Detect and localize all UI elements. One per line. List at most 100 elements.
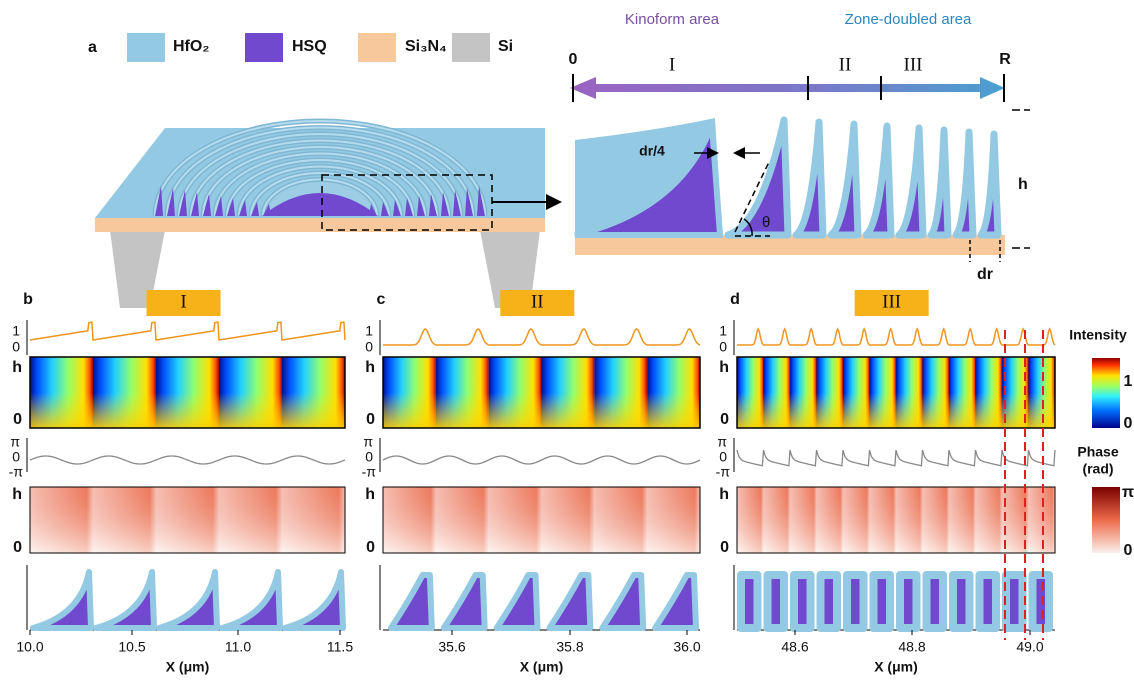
zone xyxy=(981,134,998,235)
intensity-curve xyxy=(383,329,700,345)
x-tick-label: 48.6 xyxy=(781,639,808,655)
x-tick-label: 11.5 xyxy=(327,639,353,655)
axis-tick: 1 xyxy=(12,323,20,339)
legend-text: HfO₂ xyxy=(173,38,209,55)
zone xyxy=(831,124,858,235)
profile xyxy=(159,572,217,628)
profile xyxy=(768,575,785,628)
colorbar-tick: 1 xyxy=(1124,373,1133,390)
zone-schematic xyxy=(575,118,1005,255)
x-axis-label: X (μm) xyxy=(520,659,564,675)
radius-arrow xyxy=(570,74,1005,102)
profile xyxy=(794,575,811,628)
profile xyxy=(391,575,432,628)
axis-tick: 0 xyxy=(720,539,729,556)
profile xyxy=(847,575,864,628)
legend-swatch xyxy=(452,33,490,62)
x-tick-label: 36.0 xyxy=(673,639,700,655)
axis-tick: 0 xyxy=(719,339,727,355)
zone xyxy=(931,130,948,235)
axis-tick: h xyxy=(719,359,729,376)
profile xyxy=(821,575,838,628)
zone-tag-text: I xyxy=(180,291,186,312)
phase-overlay xyxy=(383,487,700,553)
axis-tick: 1 xyxy=(365,323,373,339)
profile xyxy=(953,575,970,628)
profile xyxy=(1033,575,1050,628)
figure: a HfO₂ HSQ Si₃N₄ Si Kinoform area Zone-d… xyxy=(0,0,1134,680)
dim-label: h xyxy=(1018,176,1028,193)
axis-tick: 0 xyxy=(13,539,22,556)
profile xyxy=(550,575,591,628)
profile xyxy=(874,575,891,628)
profile xyxy=(444,575,485,628)
axis-tick: π xyxy=(717,434,727,450)
zone xyxy=(796,122,823,235)
x-tick-label: 10.0 xyxy=(16,639,43,655)
axis-tick: -π xyxy=(362,464,377,480)
profile xyxy=(980,575,997,628)
panel-label: d xyxy=(730,291,740,308)
phase-overlay xyxy=(30,487,345,553)
x-axis-label: X (μm) xyxy=(874,659,918,675)
x-tick-label: 49.0 xyxy=(1016,639,1043,655)
axis-tick: -π xyxy=(716,464,731,480)
axis-tick: 0 xyxy=(719,449,727,465)
panel-label: c xyxy=(377,291,386,308)
axis-tick: 0 xyxy=(365,339,373,355)
axis-tick: 1 xyxy=(719,323,727,339)
zone-tag-text: II xyxy=(531,291,544,312)
dim-label: θ xyxy=(762,214,770,231)
zone-tag-text: III xyxy=(882,291,901,312)
profile xyxy=(741,575,758,628)
colorbar-title: Phase xyxy=(1077,444,1118,460)
zone-label: III xyxy=(904,54,923,75)
x-tick-label: 35.8 xyxy=(556,639,583,655)
axis-tick: h xyxy=(12,486,22,503)
zone xyxy=(866,126,891,235)
panel-label: b xyxy=(23,291,33,308)
profile xyxy=(285,572,343,628)
axis-tick: π xyxy=(10,434,20,450)
profile xyxy=(927,575,944,628)
colorbar-title: (rad) xyxy=(1082,461,1113,477)
dim-label: dr xyxy=(977,266,993,283)
axis-tick: h xyxy=(12,359,22,376)
radius-label: R xyxy=(999,51,1011,68)
intensity-overlay xyxy=(737,357,1055,428)
x-axis-label: X (μm) xyxy=(166,659,210,675)
phase-curve xyxy=(30,456,345,464)
intensity-curve xyxy=(30,322,345,340)
colorbar-tick: 0 xyxy=(1124,415,1133,432)
zone xyxy=(956,132,973,235)
phase-curve xyxy=(737,450,1055,466)
axis-tick: π xyxy=(363,434,373,450)
colorbar xyxy=(1092,487,1120,553)
zone xyxy=(728,120,788,235)
axis-tick: 0 xyxy=(12,339,20,355)
x-tick-label: 11.0 xyxy=(225,639,251,655)
axis-tick: 0 xyxy=(13,411,22,428)
profile xyxy=(900,575,917,628)
colorbar-title: Intensity xyxy=(1069,327,1127,343)
radius-label: 0 xyxy=(569,51,578,68)
colorbar xyxy=(1092,358,1120,428)
axis-tick: 0 xyxy=(720,411,729,428)
axis-tick: 0 xyxy=(366,539,375,556)
profile xyxy=(33,572,91,628)
profile xyxy=(1006,575,1023,628)
dim-label: dr/4 xyxy=(639,143,665,159)
area-label: Kinoform area xyxy=(625,11,720,28)
intensity-curve xyxy=(737,329,1055,345)
panel-label: a xyxy=(88,39,97,56)
axis-tick: h xyxy=(719,486,729,503)
profile xyxy=(96,572,154,628)
intensity-overlay xyxy=(383,357,700,428)
legend-text: Si xyxy=(498,38,513,55)
axis-tick: h xyxy=(365,486,375,503)
x-tick-label: 48.8 xyxy=(898,639,925,655)
lens-illustration xyxy=(95,121,558,308)
area-label: Zone-doubled area xyxy=(845,11,972,28)
legend-text: Si₃N₄ xyxy=(405,38,447,55)
axis-tick: 0 xyxy=(365,449,373,465)
